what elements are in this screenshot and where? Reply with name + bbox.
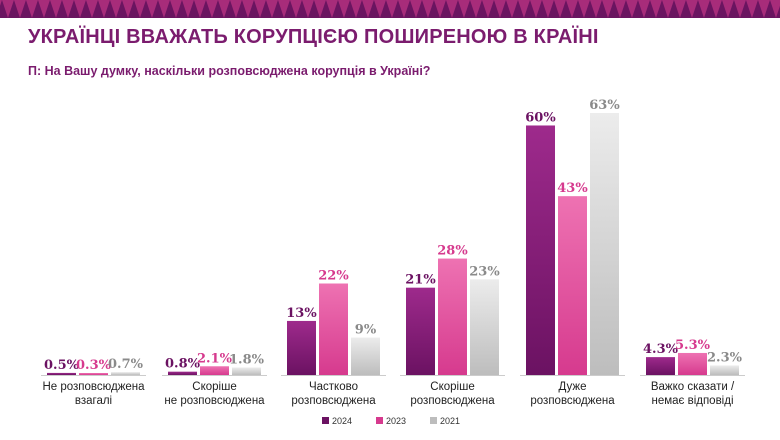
data-label-2021-2: 9% xyxy=(355,323,377,338)
data-label-2023-4: 43% xyxy=(557,181,588,196)
bar-2024-3 xyxy=(406,287,435,375)
legend-label-2021: 2021 xyxy=(440,416,460,426)
bar-2024-1 xyxy=(168,371,197,375)
bar-2023-5 xyxy=(678,352,707,375)
data-label-2023-5: 5.3% xyxy=(675,338,711,353)
survey-question: П: На Вашу думку, наскільки розповсюджен… xyxy=(28,64,431,78)
data-label-2024-3: 21% xyxy=(405,273,436,288)
category-label-4-1: розповсюджена xyxy=(530,395,615,407)
category-label-1-1: не розповсюджена xyxy=(164,395,265,407)
bar-2021-2 xyxy=(351,337,380,375)
legend-swatch-2023 xyxy=(376,417,383,424)
bar-2023-2 xyxy=(319,283,348,375)
data-label-2024-0: 0.5% xyxy=(44,358,80,373)
category-label-4-0: Дуже xyxy=(558,381,586,393)
bar-2021-1 xyxy=(232,367,261,375)
data-label-2023-2: 22% xyxy=(318,269,349,284)
legend-swatch-2021 xyxy=(430,417,437,424)
category-label-5-1: немає відповіді xyxy=(651,395,733,407)
legend-label-2023: 2023 xyxy=(386,416,406,426)
data-label-2021-4: 63% xyxy=(589,98,620,113)
data-label-2024-1: 0.8% xyxy=(165,357,201,372)
data-label-2023-0: 0.3% xyxy=(76,358,112,373)
bar-2023-4 xyxy=(558,196,587,375)
data-label-2021-1: 1.8% xyxy=(229,353,265,368)
bar-2021-5 xyxy=(710,365,739,375)
data-label-2021-3: 23% xyxy=(469,264,500,279)
decorative-top-band xyxy=(0,0,780,18)
bar-2023-0 xyxy=(79,373,108,375)
category-label-1-0: Скоріше xyxy=(192,381,236,393)
data-label-2023-3: 28% xyxy=(437,244,468,259)
category-label-5-0: Важко сказати / xyxy=(651,381,735,393)
data-label-2021-5: 2.3% xyxy=(707,350,743,365)
data-label-2023-1: 2.1% xyxy=(197,351,233,366)
bar-2023-3 xyxy=(438,258,467,375)
bar-2021-3 xyxy=(470,279,499,375)
bar-2024-4 xyxy=(526,125,555,375)
category-label-0-0: Не розповсюджена xyxy=(42,381,145,393)
data-label-2024-5: 4.3% xyxy=(643,342,679,357)
category-label-0-1: взагалі xyxy=(75,395,112,407)
category-label-2-1: розповсюджена xyxy=(291,395,376,407)
legend-swatch-2024 xyxy=(322,417,329,424)
bar-2024-5 xyxy=(646,357,675,375)
category-label-3-1: розповсюджена xyxy=(410,395,495,407)
bar-2024-2 xyxy=(287,320,316,375)
data-label-2021-0: 0.7% xyxy=(108,357,144,372)
data-label-2024-2: 13% xyxy=(286,306,317,321)
bar-2021-4 xyxy=(590,113,619,375)
data-label-2024-4: 60% xyxy=(525,110,556,125)
bar-2023-1 xyxy=(200,366,229,375)
page-title: УКРАЇНЦІ ВВАЖАТЬ КОРУПЦІЄЮ ПОШИРЕНОЮ В К… xyxy=(28,26,599,48)
category-label-2-0: Частково xyxy=(309,381,358,393)
bar-2024-0 xyxy=(47,372,76,375)
bar-2021-0 xyxy=(111,372,140,375)
category-label-3-0: Скоріше xyxy=(430,381,474,393)
legend-label-2024: 2024 xyxy=(332,416,352,426)
